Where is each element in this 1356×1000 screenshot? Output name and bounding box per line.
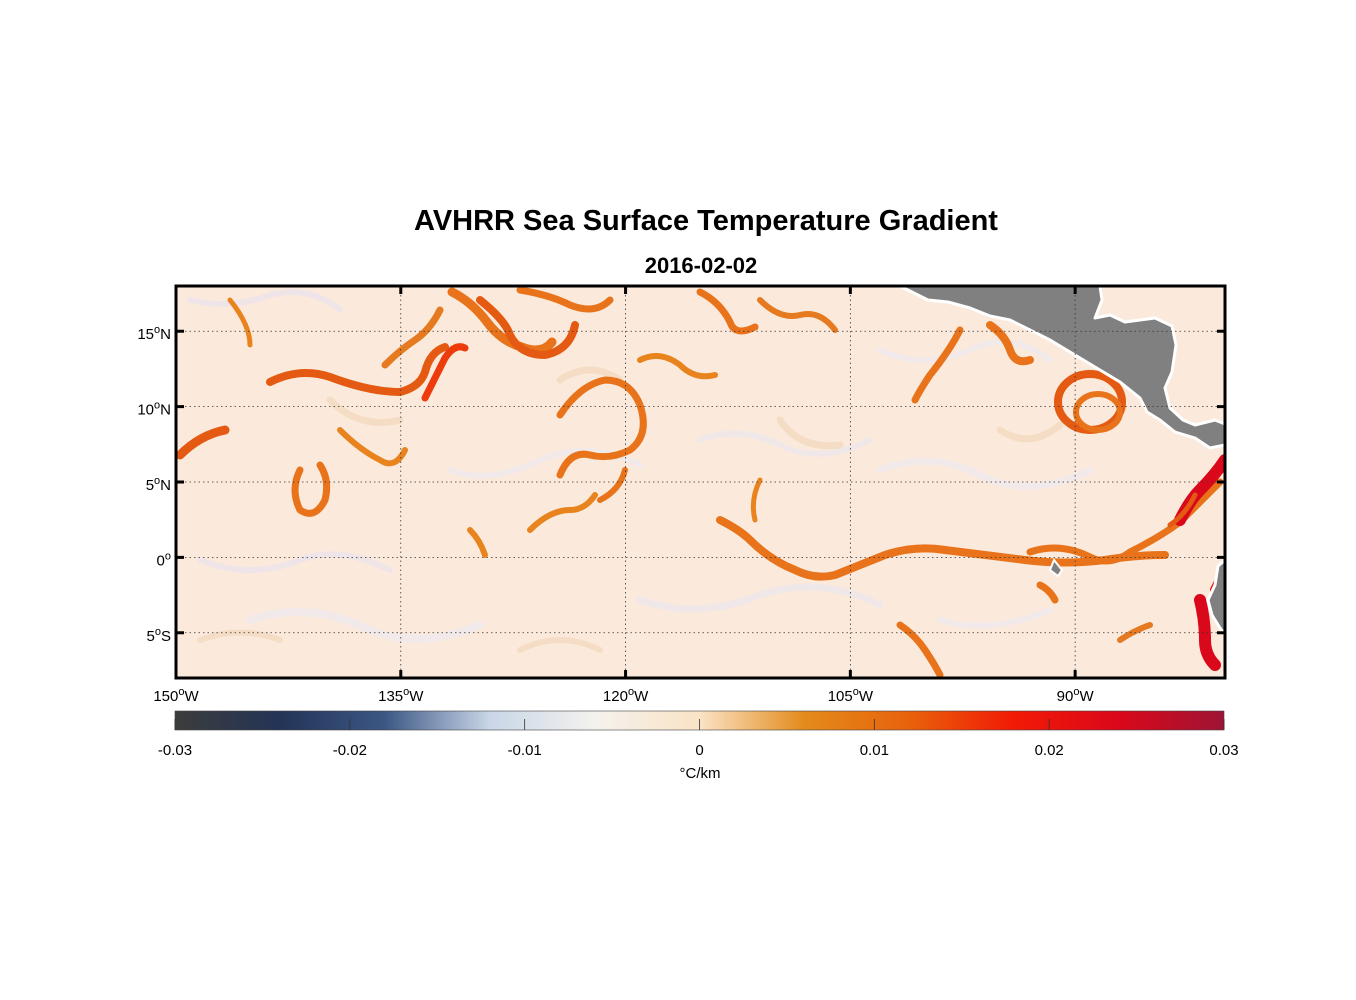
galapagos-island — [1048, 558, 1064, 578]
latitude-tick-label: 0o — [157, 550, 171, 569]
front-feature — [1036, 581, 1059, 604]
front-feature — [421, 343, 469, 402]
map-frame — [174, 284, 1227, 680]
latitude-tick-label: 15oN — [137, 324, 171, 343]
front-feature — [986, 321, 1034, 366]
latitude-tick-label: 5oN — [146, 475, 171, 494]
colorbar-tick-label: -0.03 — [158, 742, 192, 759]
front-feature — [750, 477, 763, 523]
longitude-tick-label: 90oW — [1057, 686, 1095, 705]
front-feature — [1167, 492, 1198, 528]
front-feature — [381, 306, 444, 369]
front-feature — [527, 492, 598, 533]
latitude-tick-label: 5oS — [147, 626, 171, 645]
colorbar-tick-label: -0.02 — [333, 742, 367, 759]
front-feature — [337, 427, 408, 467]
colorbar-tick-label: 0.03 — [1209, 742, 1238, 759]
map-gridlines — [174, 286, 1225, 678]
front-feature — [1117, 622, 1153, 643]
front-feature — [696, 288, 759, 335]
front-feature — [597, 467, 628, 503]
front-feature — [447, 287, 557, 355]
front-feature — [176, 425, 230, 460]
front-feature — [516, 286, 614, 313]
longitude-tick-label: 135oW — [378, 686, 424, 705]
front-feature — [266, 343, 449, 396]
front-feature — [227, 297, 253, 348]
front-feature — [467, 527, 488, 558]
front-feature — [1194, 594, 1221, 671]
colorbar-unit-label: °C/km — [680, 765, 721, 782]
front-feature — [911, 326, 964, 404]
front-feature — [291, 461, 331, 517]
colorbar-tick-label: 0 — [695, 742, 703, 759]
front-feature — [1073, 391, 1123, 433]
front-feature — [637, 353, 718, 380]
longitude-tick-label: 120oW — [603, 686, 649, 705]
map-title: AVHRR Sea Surface Temperature Gradient — [414, 205, 998, 237]
front-feature — [757, 297, 838, 333]
map-date-subtitle: 2016-02-02 — [644, 253, 758, 278]
colorbar-tick-label: 0.01 — [860, 742, 889, 759]
front-feature — [476, 296, 579, 359]
longitude-tick-label: 105oW — [828, 686, 874, 705]
colorbar-ticks: -0.03 -0.02 -0.01 0 0.01 0.02 0.03 — [158, 719, 1239, 759]
colorbar-tick-label: 0.02 — [1035, 742, 1064, 759]
latitude-tick-label: 10oN — [137, 400, 171, 419]
latitude-tick-labels: 15oN 10oN 5oN 0o 5oS — [137, 324, 171, 645]
longitude-tick-labels: 150oW 135oW 120oW 105oW 90oW — [153, 686, 1094, 705]
longitude-tick-label: 150oW — [153, 686, 199, 705]
central-america-land — [898, 286, 1225, 450]
front-feature — [716, 516, 1169, 581]
colorbar-tick-label: -0.01 — [508, 742, 542, 759]
front-feature — [556, 376, 647, 479]
land-masses — [898, 286, 1225, 637]
front-feature — [896, 621, 944, 678]
